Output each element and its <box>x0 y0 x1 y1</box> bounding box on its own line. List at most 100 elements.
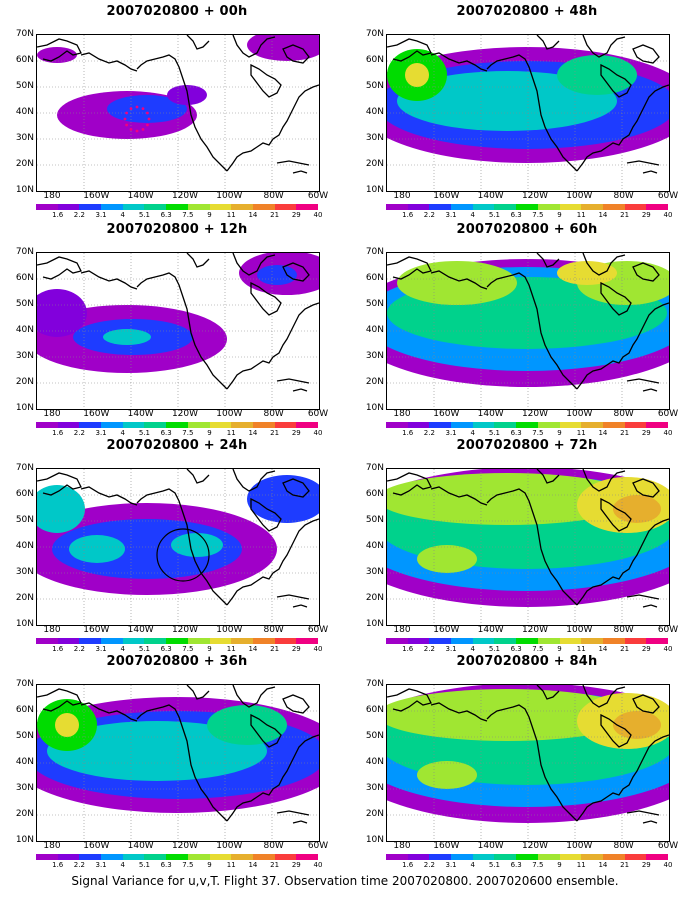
lon-tick-label: 180 <box>43 625 61 635</box>
coastline <box>430 270 488 290</box>
lon-tick-label: 80W <box>613 191 634 201</box>
coastline <box>576 518 669 606</box>
coastline <box>600 281 632 316</box>
colorbar-label: 40 <box>663 645 673 653</box>
lat-tick-label: 30N <box>15 783 34 793</box>
colorbar-swatch <box>274 422 297 428</box>
lat-tick-label: 40N <box>15 757 34 767</box>
lat-tick-label: 40N <box>15 541 34 551</box>
coastline <box>536 35 560 50</box>
coastline <box>600 713 632 748</box>
variance-contour <box>417 545 477 573</box>
colorbar-label: 4 <box>120 211 125 219</box>
coastline <box>536 685 560 700</box>
lat-tick-label: 70N <box>15 463 34 473</box>
colorbar-swatch <box>559 204 582 210</box>
colorbar-label: 2.2 <box>423 645 435 653</box>
colorbar-label: 2.2 <box>73 429 85 437</box>
variance-contour <box>397 71 617 131</box>
colorbar-label: 11 <box>576 429 586 437</box>
colorbar-label: 2.2 <box>73 645 85 653</box>
map-frame <box>36 468 320 626</box>
lon-tick-label: 60W <box>307 409 329 419</box>
colorbar-label: 21 <box>620 861 630 869</box>
panel-title: 2007020800 + 00h <box>106 4 248 19</box>
colorbar-label: 4 <box>470 211 475 219</box>
colorbar-label: 29 <box>641 211 651 219</box>
coastline <box>626 594 660 600</box>
colorbar-label: 21 <box>620 429 630 437</box>
colorbar-swatch <box>209 204 232 210</box>
colorbar-swatch <box>407 638 430 644</box>
lon-tick-label: 160W <box>433 625 460 635</box>
lat-tick-label: 10N <box>15 403 34 413</box>
coastline <box>582 253 626 276</box>
flight-track-point <box>125 123 128 127</box>
colorbar-swatch <box>537 204 560 210</box>
panel-title: 2007020800 + 12h <box>106 222 248 237</box>
colorbar-label: 4 <box>120 645 125 653</box>
colorbar-swatch <box>231 204 253 210</box>
colorbar-swatch <box>231 638 253 644</box>
colorbar-label: 14 <box>248 645 258 653</box>
colorbar-label: 4 <box>470 861 475 869</box>
variance-contour <box>557 261 617 285</box>
lon-tick-label: 100W <box>216 409 243 419</box>
colorbar-label: 21 <box>270 861 280 869</box>
colorbar-label: 5.1 <box>138 861 151 869</box>
flight-track-point <box>129 128 133 131</box>
lat-tick-label: 10N <box>15 835 34 845</box>
variance-contour <box>107 95 187 123</box>
coastline <box>282 478 310 498</box>
coastline <box>136 704 228 822</box>
lat-tick-label: 30N <box>365 783 384 793</box>
colorbar-swatch <box>386 854 408 860</box>
lat-tick-label: 60N <box>15 705 34 715</box>
lat-tick-label: 60N <box>15 489 34 499</box>
colorbar-label: 11 <box>226 645 236 653</box>
colorbar-label: 40 <box>663 211 673 219</box>
lat-tick-label: 10N <box>365 185 384 195</box>
colorbar-swatch <box>429 204 452 210</box>
lon-tick-label: 180 <box>43 841 61 851</box>
colorbar-swatch <box>451 422 473 428</box>
lat-tick-label: 40N <box>365 541 384 551</box>
variance-contour <box>47 721 267 781</box>
coastline <box>430 52 488 72</box>
coastline <box>292 170 308 174</box>
colorbar-swatch <box>122 204 145 210</box>
variance-contour <box>171 533 223 557</box>
coastline <box>282 44 310 64</box>
coastline <box>276 160 310 166</box>
coastline <box>642 388 658 392</box>
colorbar-swatch <box>472 854 495 860</box>
lon-tick-label: 180 <box>393 409 411 419</box>
colorbar-swatch <box>646 854 668 860</box>
lat-tick-label: 60N <box>365 489 384 499</box>
coastline <box>292 820 308 824</box>
lon-tick-label: 140W <box>477 841 504 851</box>
colorbar-swatch <box>516 204 538 210</box>
lon-tick-label: 180 <box>393 625 411 635</box>
lat-tick-label: 20N <box>365 809 384 819</box>
colorbar-swatch <box>36 638 58 644</box>
colorbar-swatch <box>296 422 318 428</box>
target-circle <box>156 528 210 582</box>
colorbar-label: 14 <box>598 211 608 219</box>
map-svg <box>37 35 319 191</box>
colorbar-swatch <box>209 638 232 644</box>
lat-tick-label: 50N <box>15 299 34 309</box>
lat-tick-label: 70N <box>365 679 384 689</box>
lon-tick-label: 180 <box>43 191 61 201</box>
flight-track-point <box>135 129 139 133</box>
lat-tick-label: 30N <box>15 567 34 577</box>
colorbar-label: 6.3 <box>160 211 172 219</box>
lat-tick-label: 70N <box>365 247 384 257</box>
colorbar-label: 7.5 <box>182 861 194 869</box>
colorbar-label: 29 <box>641 645 651 653</box>
colorbar-label: 7.5 <box>532 211 544 219</box>
coastline <box>582 469 626 492</box>
lat-tick-label: 50N <box>365 515 384 525</box>
colorbar-swatch <box>57 854 80 860</box>
colorbar-swatch <box>537 638 560 644</box>
